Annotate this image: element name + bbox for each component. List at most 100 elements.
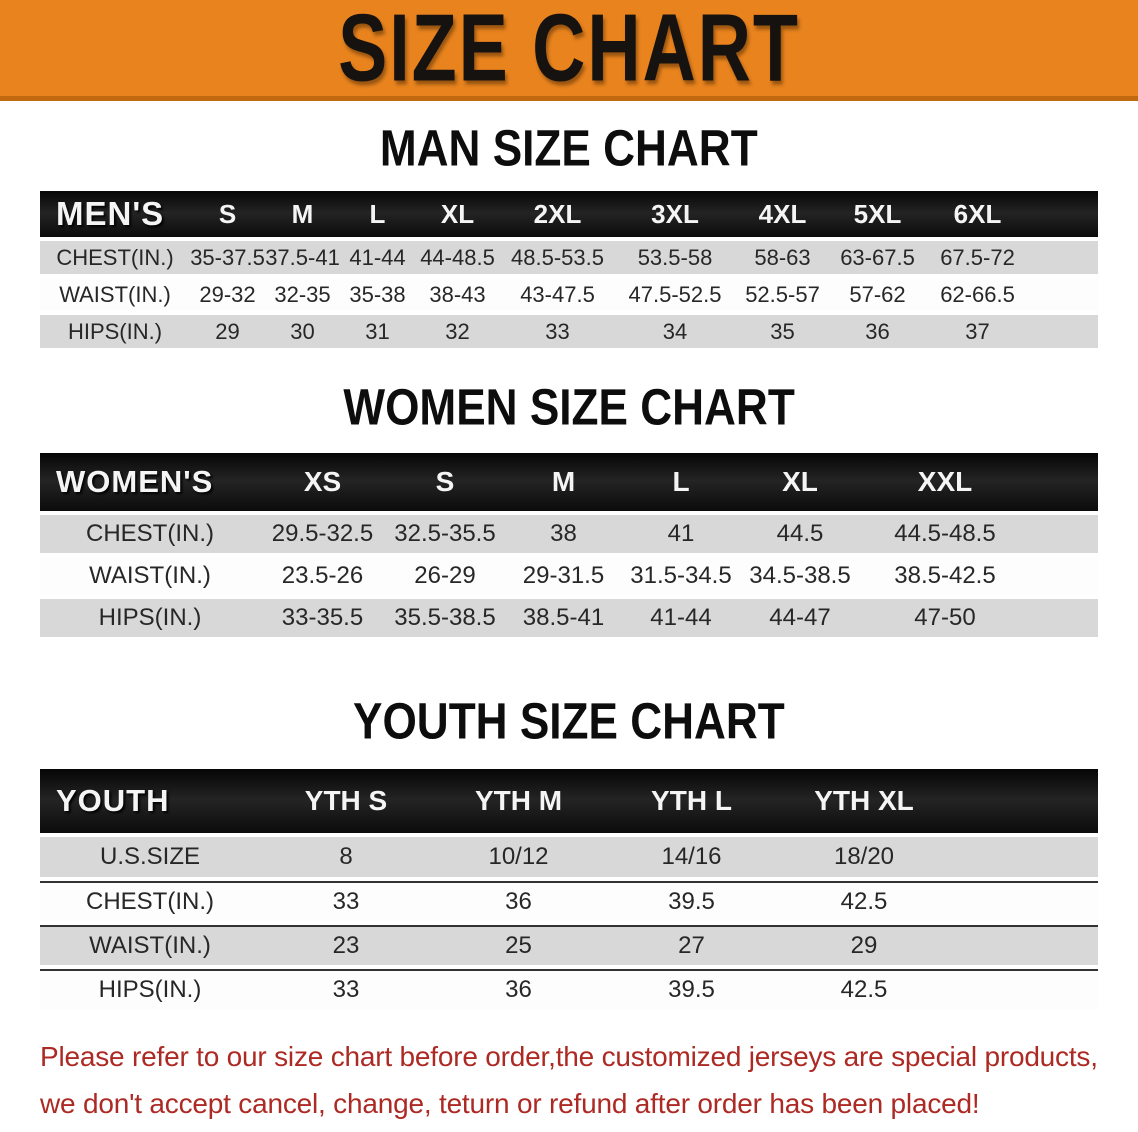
size-cell: 43-47.5 [500, 278, 615, 311]
banner-title: SIZE CHART [338, 0, 800, 102]
size-cell: 39.5 [605, 969, 778, 1009]
women-header-row: WOMEN'S XS S M L XL XXL [40, 453, 1098, 511]
size-cell: 47.5-52.5 [615, 278, 735, 311]
size-cell: 33 [500, 315, 615, 348]
men-col-header-s: S [190, 191, 265, 237]
row-label: HIPS(IN.) [40, 599, 260, 637]
women-hips-row: HIPS(IN.) 33-35.5 35.5-38.5 38.5-41 41-4… [40, 599, 1098, 637]
spacer-cell [950, 769, 1098, 833]
youth-col-header-s: YTH S [260, 769, 432, 833]
size-cell: 38 [505, 515, 622, 553]
men-col-header-5xl: 5XL [830, 191, 925, 237]
size-cell: 58-63 [735, 241, 830, 274]
footnote-line-2: we don't accept cancel, change, teturn o… [40, 1088, 980, 1119]
youth-size-table: YOUTH YTH S YTH M YTH L YTH XL U.S.SIZE … [40, 765, 1098, 1013]
row-label: HIPS(IN.) [40, 969, 260, 1009]
youth-waist-row: WAIST(IN.) 23 25 27 29 [40, 925, 1098, 965]
men-col-header-4xl: 4XL [735, 191, 830, 237]
size-cell: 35-37.5 [190, 241, 265, 274]
youth-hips-row: HIPS(IN.) 33 36 39.5 42.5 [40, 969, 1098, 1009]
size-cell: 34.5-38.5 [740, 557, 860, 595]
size-cell: 38.5-41 [505, 599, 622, 637]
size-cell: 29 [778, 925, 950, 965]
size-cell: 42.5 [778, 969, 950, 1009]
men-section-heading-text: MAN SIZE CHART [380, 119, 758, 177]
women-table-title: WOMEN'S [40, 453, 260, 511]
size-cell: 34 [615, 315, 735, 348]
youth-col-header-xl: YTH XL [778, 769, 950, 833]
size-cell: 38.5-42.5 [860, 557, 1030, 595]
size-cell: 52.5-57 [735, 278, 830, 311]
men-chest-row: CHEST(IN.) 35-37.5 37.5-41 41-44 44-48.5… [40, 241, 1098, 274]
women-section-heading-text: WOMEN SIZE CHART [343, 378, 795, 436]
spacer-cell [1030, 515, 1098, 553]
size-cell: 44-48.5 [415, 241, 500, 274]
size-cell: 32-35 [265, 278, 340, 311]
spacer-cell [1030, 557, 1098, 595]
men-col-header-2xl: 2XL [500, 191, 615, 237]
size-cell: 41-44 [622, 599, 740, 637]
men-col-header-3xl: 3XL [615, 191, 735, 237]
size-cell: 67.5-72 [925, 241, 1030, 274]
row-label: CHEST(IN.) [40, 881, 260, 921]
women-col-header-l: L [622, 453, 740, 511]
size-cell: 29.5-32.5 [260, 515, 385, 553]
size-cell: 44.5 [740, 515, 860, 553]
men-col-header-m: M [265, 191, 340, 237]
spacer-cell [1030, 599, 1098, 637]
youth-header-row: YOUTH YTH S YTH M YTH L YTH XL [40, 769, 1098, 833]
size-cell: 33-35.5 [260, 599, 385, 637]
size-cell: 44.5-48.5 [860, 515, 1030, 553]
size-cell: 44-47 [740, 599, 860, 637]
women-col-header-xxl: XXL [860, 453, 1030, 511]
size-cell: 37.5-41 [265, 241, 340, 274]
men-size-table: MEN'S S M L XL 2XL 3XL 4XL 5XL 6XL CHEST… [40, 187, 1098, 352]
men-hips-row: HIPS(IN.) 29 30 31 32 33 34 35 36 37 [40, 315, 1098, 348]
women-col-header-s: S [385, 453, 505, 511]
size-cell: 10/12 [432, 837, 605, 877]
men-header-row: MEN'S S M L XL 2XL 3XL 4XL 5XL 6XL [40, 191, 1098, 237]
row-label: CHEST(IN.) [40, 515, 260, 553]
spacer-cell [1030, 315, 1098, 348]
size-cell: 27 [605, 925, 778, 965]
size-cell: 18/20 [778, 837, 950, 877]
men-col-header-l: L [340, 191, 415, 237]
men-table-title: MEN'S [40, 191, 190, 237]
size-cell: 38-43 [415, 278, 500, 311]
size-cell: 23 [260, 925, 432, 965]
size-cell: 47-50 [860, 599, 1030, 637]
size-cell: 32 [415, 315, 500, 348]
spacer-cell [1030, 278, 1098, 311]
size-cell: 48.5-53.5 [500, 241, 615, 274]
footnote-line-1: Please refer to our size chart before or… [40, 1041, 1098, 1072]
size-cell: 36 [432, 969, 605, 1009]
size-cell: 31.5-34.5 [622, 557, 740, 595]
spacer-cell [950, 881, 1098, 921]
size-cell: 53.5-58 [615, 241, 735, 274]
size-cell: 33 [260, 969, 432, 1009]
size-cell: 25 [432, 925, 605, 965]
row-label: U.S.SIZE [40, 837, 260, 877]
size-cell: 42.5 [778, 881, 950, 921]
women-section-heading: WOMEN SIZE CHART [0, 378, 1138, 436]
spacer-cell [950, 969, 1098, 1009]
size-cell: 41 [622, 515, 740, 553]
size-cell: 23.5-26 [260, 557, 385, 595]
men-col-header-xl: XL [415, 191, 500, 237]
youth-col-header-m: YTH M [432, 769, 605, 833]
size-cell: 14/16 [605, 837, 778, 877]
women-waist-row: WAIST(IN.) 23.5-26 26-29 29-31.5 31.5-34… [40, 557, 1098, 595]
youth-col-header-l: YTH L [605, 769, 778, 833]
size-cell: 63-67.5 [830, 241, 925, 274]
men-section-heading: MAN SIZE CHART [0, 119, 1138, 177]
row-label: HIPS(IN.) [40, 315, 190, 348]
women-col-header-xl: XL [740, 453, 860, 511]
size-cell: 41-44 [340, 241, 415, 274]
youth-section-heading-text: YOUTH SIZE CHART [353, 692, 785, 750]
youth-ussize-row: U.S.SIZE 8 10/12 14/16 18/20 [40, 837, 1098, 877]
size-cell: 35.5-38.5 [385, 599, 505, 637]
youth-chest-row: CHEST(IN.) 33 36 39.5 42.5 [40, 881, 1098, 921]
size-cell: 29-32 [190, 278, 265, 311]
size-cell: 33 [260, 881, 432, 921]
